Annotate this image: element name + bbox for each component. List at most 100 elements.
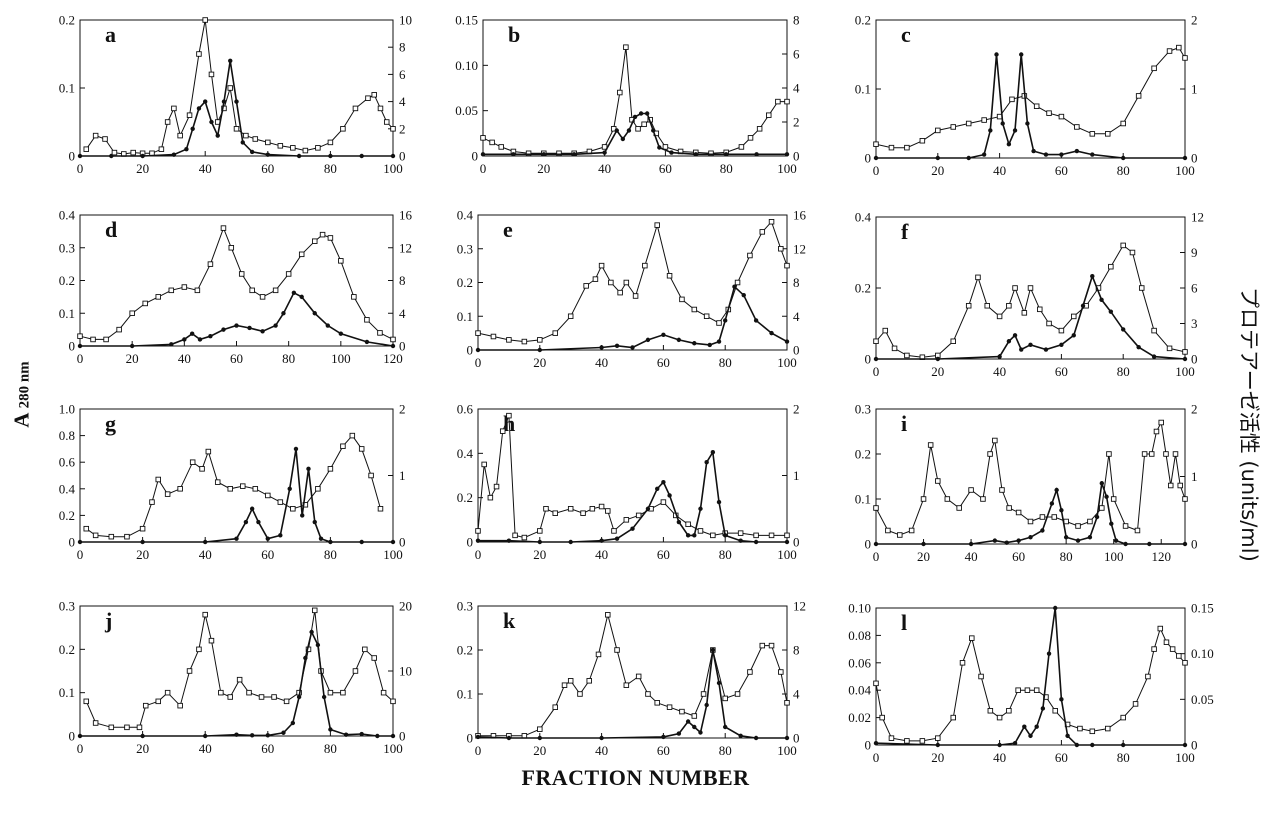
data-point-circle	[1151, 354, 1157, 359]
data-point-square	[1172, 451, 1179, 457]
data-point-square	[975, 274, 981, 281]
data-point-square	[1052, 708, 1058, 714]
data-point-square	[1145, 673, 1151, 680]
data-point-square	[691, 306, 698, 313]
data-point-square	[978, 673, 984, 680]
data-point-circle	[1043, 152, 1049, 157]
data-point-square	[236, 676, 243, 683]
data-point-circle	[738, 733, 743, 738]
data-point-square	[377, 105, 384, 112]
data-point-circle	[318, 536, 324, 541]
data-point-square	[371, 655, 377, 661]
data-point-square	[265, 492, 271, 499]
data-point-circle	[1147, 541, 1152, 547]
data-point-circle	[291, 290, 297, 295]
y-tick-label-left: 0.1	[855, 82, 871, 97]
y-tick-label-left: 0.06	[848, 655, 871, 670]
y-tick-label-left: 0.6	[457, 402, 474, 417]
data-point-circle	[215, 133, 220, 138]
data-point-circle	[769, 330, 774, 336]
data-point-square	[129, 310, 135, 317]
x-tick-label: 100	[383, 741, 403, 756]
series-line	[876, 273, 1186, 360]
data-point-square	[352, 668, 359, 674]
data-point-square	[543, 506, 549, 512]
data-point-square	[984, 303, 990, 309]
data-point-square	[747, 669, 753, 675]
x-tick-label: 60	[659, 161, 672, 176]
data-point-circle	[364, 339, 370, 345]
data-point-square	[1176, 653, 1182, 659]
panel-label: c	[901, 22, 911, 47]
series-line	[478, 449, 787, 543]
x-tick-label: 60	[261, 547, 274, 562]
series-line	[85, 19, 394, 155]
data-point-circle	[1006, 339, 1012, 344]
data-point-circle	[240, 140, 245, 145]
data-point-square	[1012, 285, 1018, 291]
data-point-square	[552, 704, 559, 710]
data-point-circle	[390, 539, 396, 545]
data-point-circle	[265, 733, 270, 738]
y-tick-label-left: 1.0	[59, 402, 75, 417]
data-point-square	[481, 461, 487, 468]
x-tick-label: 60	[1055, 750, 1068, 765]
data-point-square	[1099, 505, 1105, 511]
data-point-circle	[506, 735, 512, 741]
data-point-square	[315, 486, 321, 492]
data-point-square	[390, 126, 396, 132]
data-point-square	[904, 738, 910, 744]
data-point-circle	[626, 128, 632, 133]
data-point-circle	[328, 727, 333, 732]
data-point-circle	[234, 323, 239, 328]
data-point-square	[1027, 518, 1034, 525]
data-point-square	[987, 451, 993, 457]
data-point-circle	[1080, 303, 1086, 308]
x-tick-label: 80	[1117, 163, 1130, 178]
data-point-circle	[390, 153, 396, 159]
y-tick-label-right: 0	[399, 149, 406, 164]
data-point-square	[1015, 509, 1022, 516]
data-point-square	[252, 486, 259, 492]
panel-label: l	[901, 610, 907, 635]
data-point-square	[1039, 514, 1046, 520]
data-point-square	[1120, 242, 1126, 249]
y-tick-label-left: 0.4	[457, 446, 474, 461]
y-tick-label-right: 4	[793, 309, 800, 324]
panel-label: e	[503, 217, 513, 242]
data-point-square	[586, 678, 592, 684]
plot-frame	[477, 605, 788, 739]
data-point-square	[390, 698, 396, 705]
data-point-circle	[1031, 148, 1036, 154]
data-point-square	[364, 317, 370, 323]
data-point-circle	[753, 539, 759, 545]
y-tick-label-left: 0.1	[457, 309, 473, 324]
data-point-circle	[169, 342, 174, 347]
x-tick-label: 60	[657, 547, 670, 562]
data-point-square	[136, 724, 143, 731]
data-point-circle	[140, 539, 145, 545]
data-point-square	[778, 669, 784, 675]
data-point-circle	[321, 694, 327, 700]
data-point-circle	[1121, 155, 1126, 161]
data-point-square	[499, 428, 506, 434]
y-tick-label-right: 0	[793, 149, 800, 164]
series-absorbance	[873, 625, 1188, 744]
data-point-square	[552, 510, 559, 516]
data-point-circle	[299, 294, 304, 300]
y-axis-label-right: プロテアーゼ活性 (units/ml)	[1237, 287, 1261, 562]
x-tick-label: 20	[533, 743, 546, 758]
data-point-circle	[997, 742, 1002, 748]
y-tick-label-right: 2	[1191, 13, 1198, 28]
y-tick-label-left: 0.2	[855, 281, 871, 296]
x-tick-label: 0	[873, 364, 880, 379]
data-point-square	[567, 678, 574, 684]
panel-label: b	[508, 22, 520, 47]
x-tick-label: 80	[282, 351, 295, 366]
data-point-circle	[234, 99, 239, 104]
data-point-square	[1071, 313, 1077, 320]
